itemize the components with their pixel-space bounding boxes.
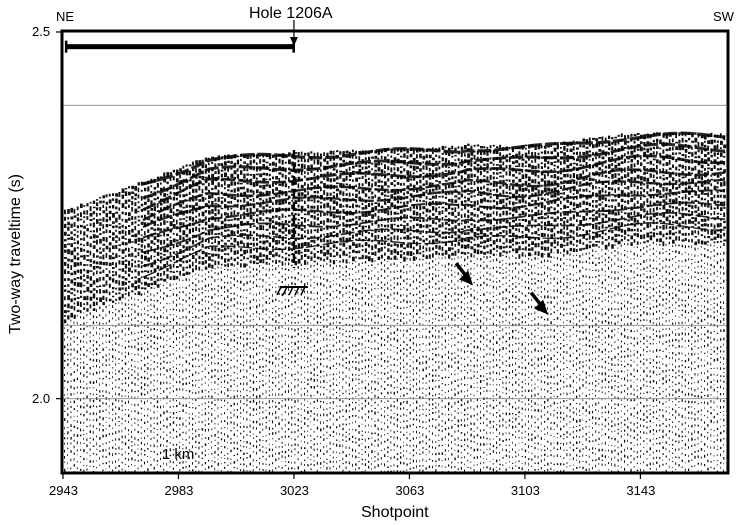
gridlines: [63, 104, 727, 400]
x-tick-label: 3103: [510, 483, 540, 498]
reflector-band: [142, 168, 726, 222]
feature-arrow-head: [534, 299, 549, 315]
hole-bottom-hatch: [282, 286, 288, 296]
seismic-traces: [64, 131, 727, 472]
reflector-band: [142, 178, 726, 229]
scale-bar-label: 1 km: [161, 446, 195, 463]
reflector-band: [142, 189, 726, 239]
trace-wiggles: [64, 132, 727, 472]
scale-bar: [65, 44, 294, 50]
hole-bottom-hatch: [300, 286, 306, 296]
hole-bottom-hatch: [288, 286, 294, 296]
reflector-band: [142, 211, 726, 267]
hole-bottom-hatch: [294, 286, 300, 296]
x-tick-label: 2983: [164, 483, 194, 498]
hole-bottom-hatch: [276, 286, 282, 296]
hole-label: Hole 1206A: [248, 5, 333, 22]
feature-arrow-head: [459, 270, 474, 286]
reflector-band: [142, 142, 726, 200]
y-tick-label: 2.0: [32, 390, 51, 406]
y-axis-title: Two-way traveltime (s): [7, 173, 24, 335]
reflector-band: [142, 154, 726, 211]
x-tick-label: 3143: [626, 483, 656, 498]
annotation-overlay: [64, 20, 549, 315]
x-tick-label: 2943: [49, 483, 78, 498]
plot-frame: [60, 29, 730, 475]
scale-bar-end-left: [64, 40, 68, 53]
y-tick-label: 2.5: [32, 24, 51, 39]
direction-label-sw: SW: [713, 9, 734, 24]
scale-bar-end-right: [292, 40, 295, 53]
x-axis-title: Shotpoint: [361, 504, 429, 521]
x-tick-label: 3063: [395, 483, 425, 498]
x-axis-ticks: [62, 472, 641, 479]
x-tick-label: 3023: [279, 483, 309, 498]
reflector-band: [142, 131, 726, 186]
reflector-band: [142, 201, 726, 254]
reflector-band: [142, 222, 726, 278]
direction-label-ne: NE: [56, 9, 75, 24]
y-axis-ticks: [56, 31, 63, 400]
